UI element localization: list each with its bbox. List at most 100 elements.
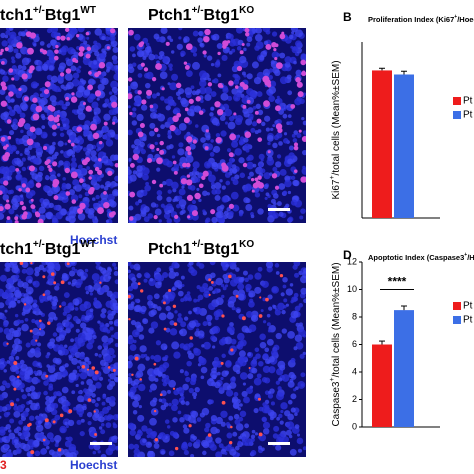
nucleus [272, 305, 277, 309]
nucleus [153, 443, 160, 449]
stained-cell [1, 85, 8, 91]
nucleus [2, 75, 9, 83]
stained-cell [15, 168, 20, 172]
nucleus [193, 347, 199, 354]
nucleus [134, 138, 142, 146]
nucleus [264, 115, 271, 122]
panel-letter: D [343, 248, 352, 262]
nucleus [226, 325, 235, 334]
nucleus [15, 138, 22, 145]
nucleus [233, 413, 240, 420]
nucleus [215, 277, 224, 286]
nucleus [82, 57, 91, 66]
stained-cell [94, 370, 99, 375]
nucleus [293, 130, 299, 135]
nucleus [283, 132, 288, 136]
nucleus [132, 410, 138, 415]
scale-bar [268, 442, 290, 445]
stained-cell [198, 110, 204, 115]
nucleus [48, 202, 54, 208]
nucleus [92, 174, 100, 182]
stained-cell [60, 280, 65, 285]
nucleus [92, 202, 98, 208]
stained-cell [37, 218, 44, 223]
nucleus [288, 145, 294, 151]
nucleus [293, 292, 299, 298]
nucleus [275, 332, 282, 340]
nucleus [140, 353, 146, 359]
nucleus [80, 275, 87, 281]
nucleus [42, 133, 48, 139]
nucleus [170, 50, 175, 54]
nucleus [173, 389, 180, 396]
nucleus [188, 262, 194, 266]
stained-cell [214, 101, 221, 108]
nucleus [236, 28, 244, 34]
nucleus [51, 215, 57, 221]
nucleus [129, 429, 136, 436]
label-part: tch1 [0, 241, 33, 258]
stained-cell [53, 281, 57, 285]
nucleus [110, 40, 118, 48]
nucleus [56, 359, 60, 364]
nucleus [267, 294, 273, 300]
nucleus [265, 29, 271, 35]
nucleus [171, 398, 179, 406]
nucleus [294, 29, 303, 38]
nucleus [257, 109, 264, 116]
nucleus [70, 338, 75, 343]
nucleus [55, 101, 60, 106]
stained-cell [174, 214, 179, 220]
nucleus [222, 286, 227, 291]
stained-cell [30, 450, 35, 455]
nucleus [100, 267, 107, 274]
stained-cell [13, 361, 18, 366]
nucleus [288, 434, 293, 439]
nucleus [242, 270, 248, 276]
nucleus [216, 371, 221, 376]
nucleus [13, 48, 19, 54]
stained-cell [279, 33, 286, 40]
nucleus [17, 64, 23, 70]
nucleus [275, 161, 282, 168]
nucleus [21, 262, 29, 269]
stained-cell [66, 37, 71, 41]
nucleus [171, 73, 179, 81]
stained-cell [186, 136, 193, 143]
stained-cell [139, 123, 145, 129]
nucleus [163, 205, 170, 212]
nucleus [72, 72, 80, 79]
nucleus [210, 106, 215, 111]
nucleus [301, 116, 305, 121]
nucleus [153, 354, 162, 363]
nucleus [78, 368, 83, 373]
stained-cell [4, 47, 9, 52]
significance-label: **** [388, 275, 407, 289]
nucleus [20, 177, 28, 185]
nucleus [246, 156, 251, 162]
stained-cell [153, 127, 159, 133]
nucleus [89, 292, 94, 296]
stained-cell [162, 301, 166, 305]
stained-cell [14, 216, 19, 221]
nucleus [153, 54, 159, 60]
nucleus [113, 302, 118, 310]
nucleus [71, 266, 76, 271]
nucleus [0, 32, 6, 39]
nucleus [29, 133, 37, 140]
nucleus [287, 216, 294, 222]
stained-cell [19, 201, 24, 206]
label-part: Caspase3 [331, 381, 342, 426]
nucleus [132, 53, 136, 58]
nucleus [137, 172, 143, 179]
nucleus [62, 370, 69, 377]
nucleus [286, 421, 295, 430]
stained-cell [159, 149, 165, 155]
nucleus [93, 280, 98, 285]
nucleus [238, 212, 243, 217]
nucleus [24, 370, 31, 377]
nucleus [93, 443, 101, 451]
nucleus [54, 443, 59, 448]
stained-cell [35, 339, 38, 342]
nucleus [25, 267, 34, 276]
